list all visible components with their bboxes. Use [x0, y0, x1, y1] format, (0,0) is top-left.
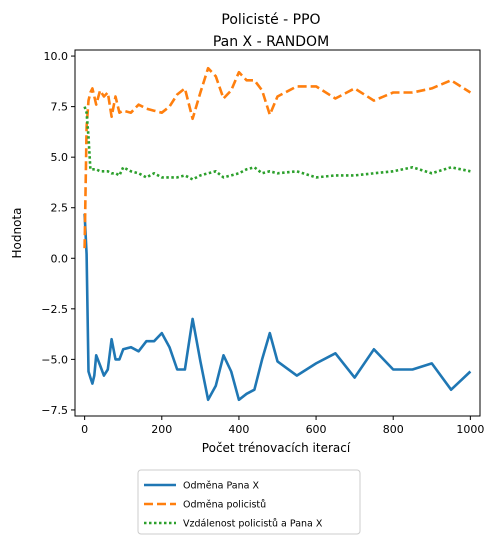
y-tick-label: 5.0: [51, 151, 69, 164]
x-axis-label: Počet trénovacích iterací: [202, 441, 351, 455]
x-tick-label: 1000: [456, 423, 484, 436]
y-tick-label: 2.5: [51, 202, 69, 215]
y-tick-label: −5.0: [41, 353, 68, 366]
y-axis-label: Hodnota: [10, 208, 24, 259]
x-axis: 0 200 400 600 800 1000: [81, 416, 484, 436]
series-line-3: [83, 106, 471, 181]
chart-subtitle: Pan X - RANDOM: [213, 34, 329, 50]
series-line-1: [83, 213, 472, 402]
plot-frame: [74, 49, 481, 417]
x-tick-label: 400: [228, 423, 249, 436]
legend-label-2: Odměna policistů: [183, 500, 266, 511]
legend-label-3: Vzdálenost policistů a Pana X: [183, 519, 323, 530]
y-tick-label: 0.0: [51, 252, 69, 265]
series-layer: [83, 66, 472, 402]
y-tick-label: 7.5: [51, 101, 69, 114]
x-tick-label: 0: [81, 423, 88, 436]
legend-box: [137, 469, 361, 535]
y-tick-label: −2.5: [41, 303, 68, 316]
legend-label-1: Odměna Pana X: [183, 481, 259, 492]
legend: Odměna Pana X Odměna policistů Vzdálenost …: [137, 469, 361, 535]
chart-title: Policisté - PPO: [221, 12, 320, 28]
y-axis: −7.5 −5.0 −2.5 0.0 2.5 5.0 7.5 10.0: [41, 50, 75, 417]
x-tick-label: 600: [306, 423, 327, 436]
x-tick-label: 800: [383, 423, 404, 436]
y-tick-label: −7.5: [41, 404, 68, 417]
y-tick-label: 10.0: [44, 50, 69, 63]
x-tick-label: 200: [151, 423, 172, 436]
series-line-2: [83, 66, 472, 249]
